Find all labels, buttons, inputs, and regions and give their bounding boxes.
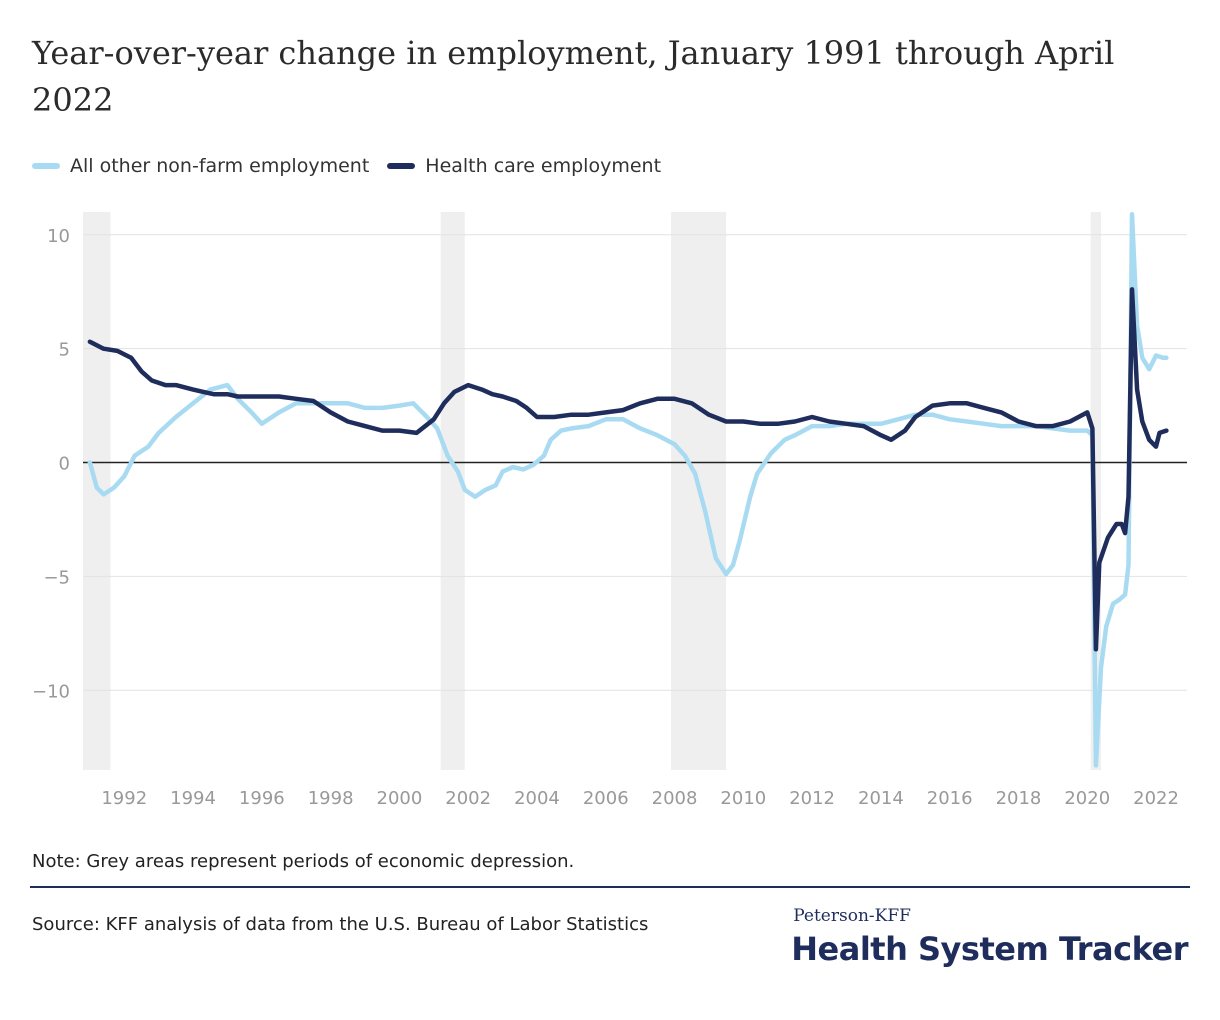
series-lines [87,212,1169,768]
brand-big-text: Health System Tracker [791,930,1188,968]
divider [30,886,1190,888]
x-tick-label: 1998 [308,788,354,809]
gridlines [83,234,1187,691]
legend-item-health[interactable]: Health care employment [387,155,661,177]
recession-bands [83,212,1102,770]
x-tick-label: 2010 [720,788,766,809]
y-tick-label: 10 [47,226,70,247]
brand-small-text: Peterson-KFF [793,906,911,926]
chart-legend: All other non-farm employment Health car… [32,152,679,180]
series-line-other-nonfarm[interactable] [87,212,1169,768]
y-tick-label: −10 [32,681,70,702]
x-tick-label: 2012 [789,788,835,809]
brand-logo: Peterson-KFF Health System Tracker [791,906,1188,968]
chart-title: Year-over-year change in employment, Jan… [32,34,1115,119]
x-tick-label: 2022 [1133,788,1179,809]
chart-source: Source: KFF analysis of data from the U.… [32,914,649,935]
x-tick-label: 2018 [996,788,1042,809]
chart-note: Note: Grey areas represent periods of ec… [32,851,575,872]
y-tick-label: 0 [59,454,70,475]
recession-band-1 [440,212,465,770]
legend-swatch-health [387,163,416,169]
recession-band-3 [1090,212,1102,770]
y-axis: 10 5 0 −5 −10 [32,226,70,703]
x-tick-label: 1992 [101,788,147,809]
x-tick-label: 2002 [445,788,491,809]
x-tick-label: 2016 [927,788,973,809]
legend-label-health: Health care employment [425,155,662,177]
legend-label-other: All other non-farm employment [70,155,370,177]
legend-item-other[interactable]: All other non-farm employment [32,155,369,177]
x-tick-label: 1994 [170,788,216,809]
x-tick-label: 2000 [377,788,423,809]
x-axis: 1992 1994 1996 1998 2000 2002 2004 2006 2008 2010… [101,788,1179,809]
y-tick-label: 5 [59,340,70,361]
series-line-health-care[interactable] [87,287,1169,652]
x-tick-label: 1996 [239,788,285,809]
x-tick-label: 2008 [652,788,698,809]
line-chart: 10 5 0 −5 −10 1992 1994 1996 1998 2000 2002 2004 20… [32,212,1187,809]
x-tick-label: 2006 [583,788,629,809]
x-tick-label: 2004 [514,788,560,809]
x-tick-label: 2020 [1064,788,1110,809]
x-tick-label: 2014 [858,788,904,809]
legend-swatch-other [32,163,60,169]
y-tick-label: −5 [43,567,70,588]
